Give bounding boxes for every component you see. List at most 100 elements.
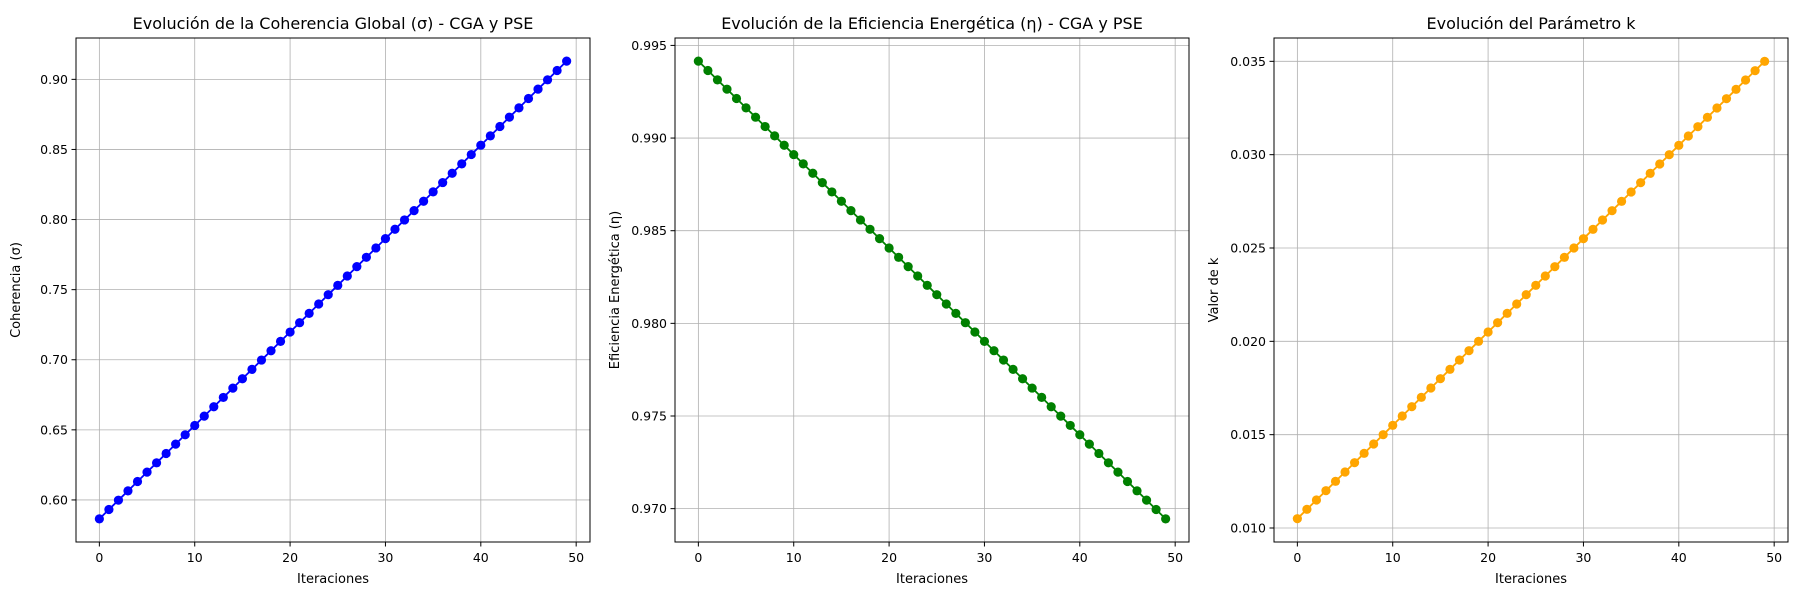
data-point: [113, 495, 124, 505]
y-tick-label: 0.985: [631, 223, 667, 238]
chart-panel-1: 0 10 20 30 40 50 0.60 0.65 0.70 0.75 0.80 0.85 0.90 E…: [9, 14, 591, 587]
data-point: [1540, 271, 1550, 281]
data-point: [1559, 252, 1569, 262]
data-point: [323, 290, 333, 300]
data-point: [533, 84, 543, 94]
data-point: [1397, 411, 1407, 421]
x-axis-label: Iteraciones: [297, 572, 369, 587]
data-point: [514, 103, 524, 113]
data-point: [94, 514, 104, 524]
data-point: [523, 93, 534, 104]
data-point: [836, 196, 847, 206]
y-tick-label: 0.990: [631, 131, 667, 146]
x-tick-label: 40: [1671, 550, 1687, 565]
data-point: [1493, 318, 1503, 328]
data-point: [542, 75, 553, 85]
data-point: [1132, 486, 1142, 496]
data-point: [1056, 411, 1066, 421]
x-tick-label: 0: [95, 550, 103, 565]
data-point: [941, 299, 951, 309]
y-tick-label: 0.65: [40, 422, 68, 437]
data-point: [1531, 280, 1541, 290]
data-point: [295, 318, 305, 328]
data-point: [913, 271, 923, 281]
data-point: [703, 65, 713, 76]
data-point: [1445, 364, 1455, 374]
data-point: [1349, 458, 1360, 468]
data-point: [504, 112, 515, 122]
data-point: [1151, 504, 1161, 515]
data-point: [1483, 327, 1493, 337]
data-point: [970, 327, 980, 337]
x-tick-label: 50: [1167, 550, 1183, 565]
x-tick-label: 20: [881, 550, 897, 565]
y-tick-label: 0.995: [631, 38, 667, 53]
data-point: [466, 149, 476, 160]
data-point: [827, 187, 837, 197]
data-point: [1369, 439, 1379, 449]
x-tick-label: 30: [1575, 550, 1591, 565]
y-axis-label: Eficiencia Energética (η): [608, 211, 623, 369]
x-tick-label: 10: [187, 550, 203, 565]
data-point: [123, 486, 133, 496]
data-point: [256, 355, 267, 365]
data-point: [1607, 206, 1617, 216]
data-point: [874, 234, 885, 244]
x-tick-label: 30: [976, 550, 992, 565]
data-point: [1702, 112, 1713, 122]
y-tick-label: 0.020: [1230, 334, 1266, 349]
data-point: [1473, 336, 1484, 346]
data-point: [447, 168, 457, 178]
data-point: [779, 140, 789, 150]
data-point: [798, 159, 808, 169]
data-point: [770, 131, 780, 141]
data-point: [1330, 476, 1341, 486]
data-point: [1103, 458, 1114, 468]
data-point: [171, 439, 181, 449]
chart-panel-3: 0 10 20 30 40 50 0.010 0.015 0.020 0.025 0.030 0.03…: [1207, 14, 1789, 587]
chart-title: Evolución del Parámetro k: [1427, 14, 1637, 33]
data-point: [1636, 178, 1646, 188]
data-point: [989, 346, 999, 356]
data-point: [275, 336, 286, 346]
data-point: [741, 103, 751, 113]
data-point: [903, 262, 913, 272]
plot-frame: [674, 37, 1190, 543]
data-point: [428, 187, 438, 197]
data-point: [1731, 84, 1741, 94]
data-point: [218, 392, 228, 403]
data-point: [1569, 243, 1579, 253]
x-axis-label: Iteraciones: [1495, 572, 1567, 587]
data-point: [960, 318, 970, 328]
data-point: [314, 299, 324, 309]
data-point: [712, 75, 723, 85]
y-tick-label: 0.975: [631, 409, 667, 424]
data-point: [1750, 66, 1760, 76]
data-point: [1340, 467, 1350, 477]
data-point: [552, 65, 562, 76]
data-point: [1426, 383, 1436, 393]
data-point: [808, 168, 818, 178]
data-point: [1161, 514, 1171, 524]
data-point: [209, 402, 219, 412]
y-tick-label: 0.80: [40, 212, 68, 227]
data-point: [237, 374, 248, 384]
data-point: [1597, 215, 1608, 225]
data-point: [1435, 374, 1446, 384]
data-point: [1027, 383, 1037, 393]
data-point: [1311, 495, 1322, 505]
data-point: [1512, 299, 1522, 309]
data-point: [418, 196, 429, 206]
data-point: [731, 93, 742, 104]
data-point: [1292, 514, 1302, 524]
data-point: [1454, 355, 1465, 365]
data-point: [1113, 467, 1123, 477]
data-point: [789, 149, 799, 160]
data-point: [1075, 430, 1085, 440]
data-point: [1645, 168, 1655, 178]
x-tick-label: 20: [282, 550, 298, 565]
y-axis-label: Coherencia (σ): [9, 242, 24, 338]
data-point: [495, 121, 505, 132]
data-point: [1416, 392, 1426, 402]
